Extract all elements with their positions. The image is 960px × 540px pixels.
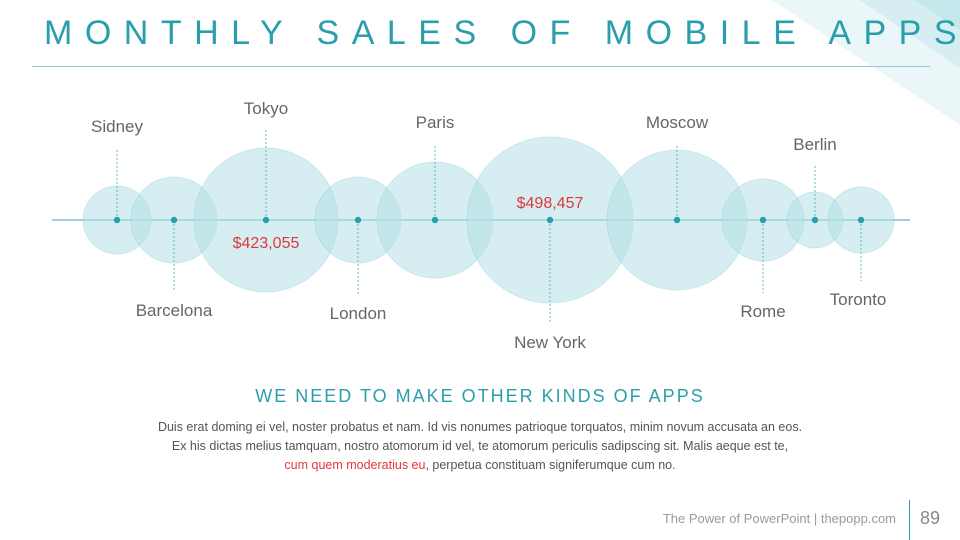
labels-layer: Sidney Barcelona Tokyo London Paris New York M… xyxy=(91,99,886,352)
body-paragraph: Duis erat doming ei vel, noster probatus… xyxy=(110,418,850,475)
title-divider xyxy=(32,66,930,67)
city-label-barcelona: Barcelona xyxy=(136,301,213,320)
city-label-tokyo: Tokyo xyxy=(244,99,288,118)
data-point-new-york xyxy=(546,216,554,224)
city-label-london: London xyxy=(330,304,387,323)
data-point-sidney xyxy=(113,216,121,224)
data-point-berlin xyxy=(811,216,819,224)
value-label-new-york: $498,457 xyxy=(517,195,584,212)
leader-lines-layer xyxy=(113,130,865,324)
body-highlight-text: cum quem moderatius eu xyxy=(284,458,426,472)
data-point-rome xyxy=(759,216,767,224)
city-label-new-york: New York xyxy=(514,333,586,352)
data-point-barcelona xyxy=(170,216,178,224)
footer-text: The Power of PowerPoint | thepopp.com xyxy=(662,511,896,526)
page-number: 89 xyxy=(920,508,941,528)
body-line-3: cum quem moderatius eu, perpetua constit… xyxy=(110,456,850,475)
value-label-tokyo: $423,055 xyxy=(233,235,300,252)
corner-decoration xyxy=(772,0,960,125)
body-line-2: Ex his dictas melius tamquam, nostro ato… xyxy=(171,439,789,453)
city-label-moscow: Moscow xyxy=(646,113,709,132)
footer-divider xyxy=(909,500,910,540)
slide-subtitle: WE NEED TO MAKE OTHER KINDS OF APPS xyxy=(255,386,705,406)
slide-title: MONTHLY SALES OF MOBILE APPS xyxy=(44,14,960,52)
data-point-london xyxy=(354,216,362,224)
city-label-rome: Rome xyxy=(740,302,785,321)
data-point-tokyo xyxy=(262,216,270,224)
body-line-3-rest: , perpetua constituam signiferumque cum … xyxy=(425,458,676,472)
city-label-berlin: Berlin xyxy=(793,135,836,154)
data-point-paris xyxy=(431,216,439,224)
city-label-paris: Paris xyxy=(416,113,455,132)
body-line-1: Duis erat doming ei vel, noster probatus… xyxy=(157,420,803,434)
bubble-chart: Sidney Barcelona Tokyo London Paris New York M… xyxy=(52,99,910,352)
bubbles-layer xyxy=(82,136,895,304)
data-point-toronto xyxy=(857,216,865,224)
data-point-moscow xyxy=(673,216,681,224)
city-label-toronto: Toronto xyxy=(830,290,887,309)
city-label-sidney: Sidney xyxy=(91,117,143,136)
